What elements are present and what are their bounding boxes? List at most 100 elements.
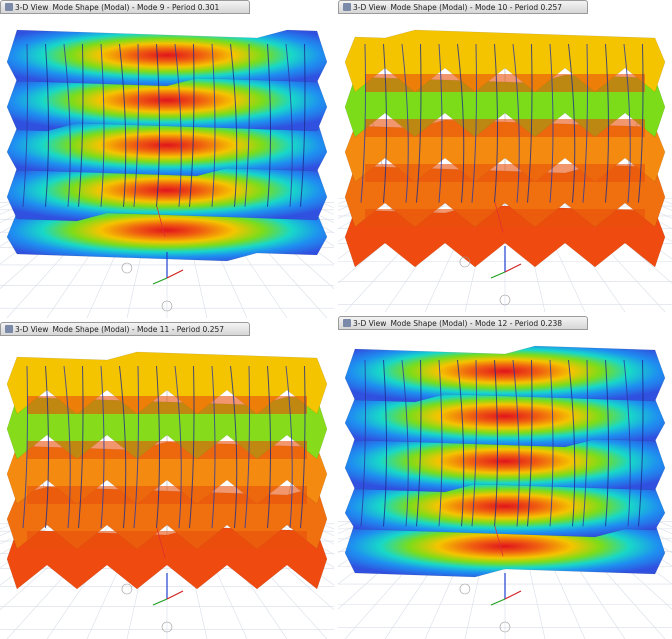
- column: [638, 359, 644, 527]
- column: [471, 43, 477, 203]
- column: [360, 359, 366, 527]
- ground-grid: [338, 521, 380, 543]
- column: [244, 365, 250, 529]
- column: [549, 43, 554, 203]
- column: [156, 365, 160, 529]
- view-canvas: [0, 351, 334, 639]
- support: [156, 527, 166, 559]
- view-marker: [161, 621, 173, 633]
- column: [100, 365, 105, 529]
- view-icon: [343, 319, 351, 327]
- tab-label: 3-D View: [353, 319, 387, 328]
- column: [527, 359, 533, 527]
- column: [605, 43, 609, 203]
- ground-grid: [338, 198, 380, 219]
- slab-edge: [365, 74, 645, 92]
- column: [383, 43, 387, 203]
- column: [100, 43, 105, 207]
- caption: Mode Shape (Modal) - Mode 11 - Period 0.…: [52, 325, 225, 334]
- column: [494, 43, 498, 203]
- column: [189, 365, 195, 529]
- ground-grid: [292, 202, 334, 224]
- title-bar[interactable]: 3-D View Mode Shape (Modal) - Mode 11 - P…: [0, 322, 250, 336]
- axis-x: [504, 263, 522, 273]
- column: [211, 43, 216, 207]
- axis-x: [166, 590, 184, 600]
- slab-edge: [365, 209, 645, 227]
- column: [244, 43, 250, 207]
- view-marker: [459, 583, 471, 595]
- column: [267, 365, 271, 529]
- column: [457, 43, 465, 203]
- column: [22, 43, 28, 207]
- column: [22, 365, 28, 529]
- view-panel: 3-D View Mode Shape (Modal) - Mode 12 - P…: [338, 316, 672, 639]
- axis-x: [504, 590, 522, 600]
- column: [189, 43, 195, 207]
- view-marker: [121, 262, 133, 274]
- column: [267, 43, 271, 207]
- axis-y: [152, 598, 168, 606]
- slab-edge: [27, 486, 307, 504]
- axis-x: [166, 269, 184, 279]
- column: [438, 43, 443, 203]
- column: [416, 359, 422, 527]
- column: [300, 43, 306, 207]
- slab-edge: [365, 119, 645, 137]
- column: [383, 359, 387, 527]
- view-canvas: [338, 29, 672, 312]
- ground-grid: [0, 202, 42, 224]
- support: [494, 202, 504, 233]
- column: [568, 359, 576, 527]
- caption: Mode Shape (Modal) - Mode 12 - Period 0.…: [390, 319, 563, 328]
- column: [568, 43, 576, 203]
- tab-label: 3-D View: [353, 3, 387, 12]
- support: [156, 206, 166, 237]
- column: [527, 43, 533, 203]
- ground-grid: [292, 523, 334, 545]
- column: [360, 43, 366, 203]
- tab-label: 3-D View: [15, 3, 49, 12]
- view-marker: [499, 621, 511, 633]
- column: [300, 365, 306, 529]
- column: [638, 43, 644, 203]
- column: [512, 359, 520, 527]
- title-bar[interactable]: 3-D View Mode Shape (Modal) - Mode 9 - Pe…: [0, 0, 250, 14]
- column: [401, 43, 409, 203]
- view-panel: 3-D View Mode Shape (Modal) - Mode 11 - P…: [0, 322, 334, 639]
- slab-edge: [27, 396, 307, 414]
- column: [211, 365, 216, 529]
- slab-edge: [27, 441, 307, 459]
- title-bar[interactable]: 3-D View Mode Shape (Modal) - Mode 12 - P…: [338, 316, 588, 330]
- column: [512, 43, 520, 203]
- column: [285, 365, 293, 529]
- view-marker: [459, 256, 471, 268]
- column: [45, 365, 49, 529]
- column: [133, 43, 139, 207]
- view-canvas: [338, 345, 672, 639]
- ground-grid: [630, 198, 672, 219]
- axis-y: [490, 598, 506, 606]
- column: [494, 359, 498, 527]
- column: [401, 359, 409, 527]
- tab-label: 3-D View: [15, 325, 49, 334]
- column: [78, 43, 84, 207]
- column: [623, 359, 631, 527]
- view-panel: 3-D View Mode Shape (Modal) - Mode 10 - P…: [338, 0, 672, 312]
- column: [457, 359, 465, 527]
- view-icon: [343, 3, 351, 11]
- column: [156, 43, 160, 207]
- title-bar[interactable]: 3-D View Mode Shape (Modal) - Mode 10 - P…: [338, 0, 588, 14]
- view-icon: [5, 325, 13, 333]
- view-canvas: [0, 29, 334, 318]
- axis-y: [152, 277, 168, 285]
- floor-slab: [6, 29, 328, 87]
- ground-grid: [630, 521, 672, 543]
- column: [471, 359, 477, 527]
- column: [549, 359, 554, 527]
- column: [230, 43, 238, 207]
- column: [285, 43, 293, 207]
- column: [605, 359, 609, 527]
- view-marker: [161, 300, 173, 312]
